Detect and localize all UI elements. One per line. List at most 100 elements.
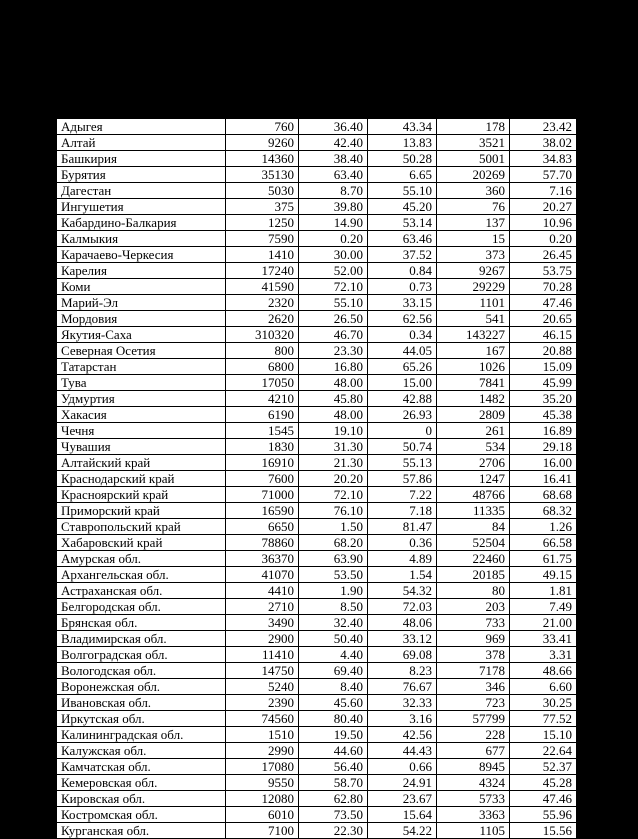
value-cell: 143227	[437, 327, 510, 343]
value-cell: 4210	[226, 391, 299, 407]
value-cell: 9550	[226, 775, 299, 791]
value-cell: 30.25	[510, 695, 577, 711]
table-row: Камчатская обл.1708056.400.66894552.37	[57, 759, 577, 775]
value-cell: 42.40	[299, 135, 368, 151]
value-cell: 45.38	[510, 407, 577, 423]
table-row: Дагестан50308.7055.103607.16	[57, 183, 577, 199]
value-cell: 38.40	[299, 151, 368, 167]
value-cell: 541	[437, 311, 510, 327]
value-cell: 1510	[226, 727, 299, 743]
value-cell: 7.49	[510, 599, 577, 615]
value-cell: 30.00	[299, 247, 368, 263]
region-cell: Амурская обл.	[57, 551, 226, 567]
value-cell: 29.18	[510, 439, 577, 455]
region-cell: Калининградская обл.	[57, 727, 226, 743]
value-cell: 36370	[226, 551, 299, 567]
table-row: Северная Осетия80023.3044.0516720.88	[57, 343, 577, 359]
value-cell: 54.22	[368, 823, 437, 839]
value-cell: 4.40	[299, 647, 368, 663]
table-row: Брянская обл.349032.4048.0673321.00	[57, 615, 577, 631]
value-cell: 1.26	[510, 519, 577, 535]
value-cell: 55.96	[510, 807, 577, 823]
value-cell: 16910	[226, 455, 299, 471]
table-row: Костромская обл.601073.5015.64336355.96	[57, 807, 577, 823]
value-cell: 1105	[437, 823, 510, 839]
value-cell: 0.20	[299, 231, 368, 247]
value-cell: 50.28	[368, 151, 437, 167]
value-cell: 68.20	[299, 535, 368, 551]
value-cell: 38.02	[510, 135, 577, 151]
table-row: Волгоградская обл.114104.4069.083783.31	[57, 647, 577, 663]
value-cell: 69.08	[368, 647, 437, 663]
region-cell: Марий-Эл	[57, 295, 226, 311]
value-cell: 8.40	[299, 679, 368, 695]
value-cell: 36.40	[299, 119, 368, 135]
value-cell: 3.16	[368, 711, 437, 727]
value-cell: 41070	[226, 567, 299, 583]
region-cell: Вологодская обл.	[57, 663, 226, 679]
value-cell: 16.89	[510, 423, 577, 439]
value-cell: 45.28	[510, 775, 577, 791]
value-cell: 72.10	[299, 279, 368, 295]
value-cell: 53.50	[299, 567, 368, 583]
region-cell: Приморский край	[57, 503, 226, 519]
value-cell: 20.65	[510, 311, 577, 327]
table-row: Ингушетия37539.8045.207620.27	[57, 199, 577, 215]
value-cell: 677	[437, 743, 510, 759]
value-cell: 8.50	[299, 599, 368, 615]
value-cell: 2710	[226, 599, 299, 615]
value-cell: 48766	[437, 487, 510, 503]
value-cell: 1026	[437, 359, 510, 375]
table-row: Татарстан680016.8065.26102615.09	[57, 359, 577, 375]
value-cell: 17050	[226, 375, 299, 391]
value-cell: 63.90	[299, 551, 368, 567]
value-cell: 0.84	[368, 263, 437, 279]
value-cell: 53.14	[368, 215, 437, 231]
value-cell: 6.65	[368, 167, 437, 183]
value-cell: 42.56	[368, 727, 437, 743]
value-cell: 5030	[226, 183, 299, 199]
region-cell: Алтай	[57, 135, 226, 151]
region-cell: Башкирия	[57, 151, 226, 167]
value-cell: 1410	[226, 247, 299, 263]
region-cell: Якутия-Саха	[57, 327, 226, 343]
value-cell: 41590	[226, 279, 299, 295]
value-cell: 17080	[226, 759, 299, 775]
table-row: Иркутская обл.7456080.403.165779977.52	[57, 711, 577, 727]
value-cell: 4410	[226, 583, 299, 599]
value-cell: 4324	[437, 775, 510, 791]
value-cell: 50.40	[299, 631, 368, 647]
value-cell: 22.64	[510, 743, 577, 759]
region-cell: Владимирская обл.	[57, 631, 226, 647]
value-cell: 7.16	[510, 183, 577, 199]
value-cell: 15.10	[510, 727, 577, 743]
value-cell: 15.56	[510, 823, 577, 839]
value-cell: 22.30	[299, 823, 368, 839]
value-cell: 7600	[226, 471, 299, 487]
value-cell: 360	[437, 183, 510, 199]
region-cell: Краснодарский край	[57, 471, 226, 487]
value-cell: 65.26	[368, 359, 437, 375]
value-cell: 70.28	[510, 279, 577, 295]
value-cell: 46.70	[299, 327, 368, 343]
value-cell: 74560	[226, 711, 299, 727]
value-cell: 228	[437, 727, 510, 743]
table-row: Якутия-Саха31032046.700.3414322746.15	[57, 327, 577, 343]
region-cell: Мордовия	[57, 311, 226, 327]
value-cell: 5240	[226, 679, 299, 695]
value-cell: 2320	[226, 295, 299, 311]
value-cell: 0.20	[510, 231, 577, 247]
value-cell: 20.20	[299, 471, 368, 487]
value-cell: 760	[226, 119, 299, 135]
value-cell: 44.43	[368, 743, 437, 759]
table-row: Белгородская обл.27108.5072.032037.49	[57, 599, 577, 615]
value-cell: 15.00	[368, 375, 437, 391]
value-cell: 20.27	[510, 199, 577, 215]
value-cell: 16.80	[299, 359, 368, 375]
value-cell: 78860	[226, 535, 299, 551]
value-cell: 52.37	[510, 759, 577, 775]
value-cell: 5733	[437, 791, 510, 807]
region-cell: Воронежская обл.	[57, 679, 226, 695]
value-cell: 7.22	[368, 487, 437, 503]
region-cell: Кемеровская обл.	[57, 775, 226, 791]
